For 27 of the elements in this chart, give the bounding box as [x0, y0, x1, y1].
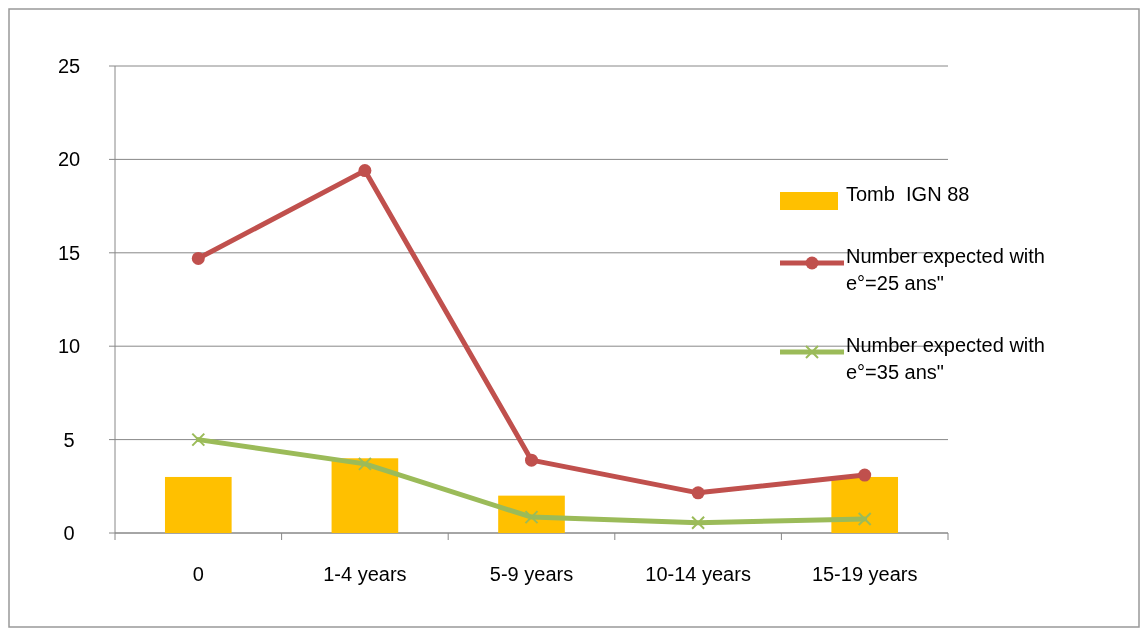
point: [525, 453, 538, 467]
point: [857, 511, 872, 526]
legend-label: Tomb IGN 88: [846, 183, 970, 205]
bar: [331, 458, 399, 533]
point: [191, 432, 206, 447]
x-tick-label: 5-9 years: [489, 563, 574, 585]
x-tick-label: 10-14 years: [645, 563, 751, 585]
y-tick-label: 20: [57, 148, 81, 171]
y-tick-label: 10: [57, 335, 81, 358]
point: [691, 515, 706, 530]
point: [524, 510, 539, 525]
y-tick-label: 25: [57, 55, 81, 77]
x-tick-label: 1-4 years: [323, 563, 407, 585]
x-tick-label: 15-19 years: [811, 563, 918, 585]
point: [191, 251, 205, 265]
bar: [164, 476, 232, 533]
point: [691, 486, 705, 500]
y-tick-label: 0: [63, 522, 75, 544]
bar: [831, 476, 899, 533]
point: [858, 468, 872, 482]
x-tick-label: 0: [192, 563, 204, 585]
y-tick-label: 15: [57, 241, 81, 264]
legend-label: Number expected with e°=35 ans": [846, 334, 1045, 383]
point: [357, 456, 372, 471]
y-tick-label: 5: [63, 428, 75, 451]
point: [358, 164, 372, 178]
legend-label: Number expected with e°=25 ans": [846, 245, 1045, 294]
